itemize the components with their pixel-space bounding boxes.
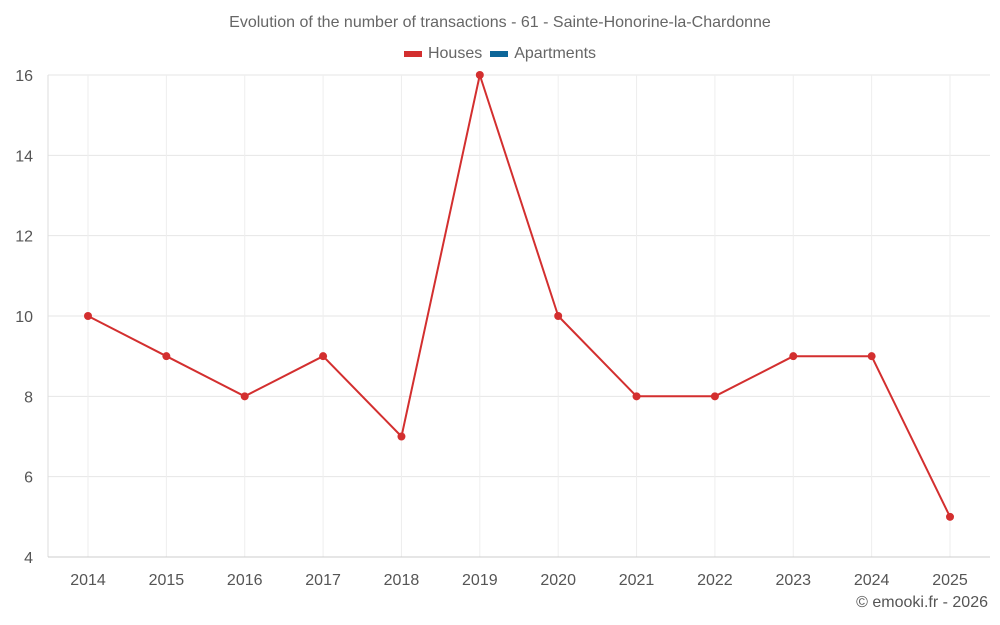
legend-label-houses: Houses: [427, 45, 483, 62]
y-tick-label: 10: [15, 309, 33, 326]
legend-item-apartments[interactable]: Apartments: [490, 45, 596, 63]
data-point-houses: [319, 352, 328, 361]
y-tick-label: 4: [24, 550, 33, 567]
data-point-houses: [946, 512, 954, 521]
data-point-houses: [240, 392, 249, 401]
legend-swatch-houses: [403, 51, 422, 57]
data-point-houses: [554, 312, 563, 320]
x-tick-label: 2015: [149, 572, 185, 589]
x-tick-label: 2021: [619, 572, 655, 589]
data-point-houses: [632, 392, 641, 401]
y-tick-label: 12: [15, 229, 33, 246]
data-point-houses: [397, 432, 406, 441]
data-point-houses: [475, 71, 484, 79]
legend: Houses Apartments: [0, 45, 1000, 63]
data-point-houses: [710, 392, 719, 401]
legend-item-houses[interactable]: Houses: [403, 45, 483, 63]
credit-text: © emooki.fr - 2026: [856, 594, 988, 611]
legend-label-apartments: Apartments: [514, 45, 597, 62]
series-line-houses: [87, 74, 951, 518]
x-tick-label: 2022: [697, 572, 733, 589]
x-tick-label: 2016: [227, 572, 263, 589]
chart-title: Evolution of the number of transactions …: [229, 14, 771, 31]
x-tick-label: 2024: [854, 572, 890, 589]
legend-swatch-apartments: [490, 51, 509, 57]
x-tick-label: 2019: [462, 572, 498, 589]
y-tick-label: 16: [15, 68, 33, 85]
x-tick-label: 2023: [775, 572, 811, 589]
data-point-houses: [162, 352, 171, 361]
y-tick-label: 6: [24, 470, 33, 487]
x-tick-label: 2020: [540, 572, 576, 589]
x-tick-label: 2014: [70, 572, 106, 589]
data-point-houses: [867, 352, 876, 361]
x-tick-label: 2018: [384, 572, 420, 589]
data-point-houses: [84, 312, 92, 320]
x-tick-label: 2025: [932, 572, 968, 589]
y-tick-label: 8: [24, 389, 33, 406]
data-point-houses: [789, 352, 798, 361]
y-tick-label: 14: [15, 148, 33, 165]
x-tick-label: 2017: [305, 572, 341, 589]
